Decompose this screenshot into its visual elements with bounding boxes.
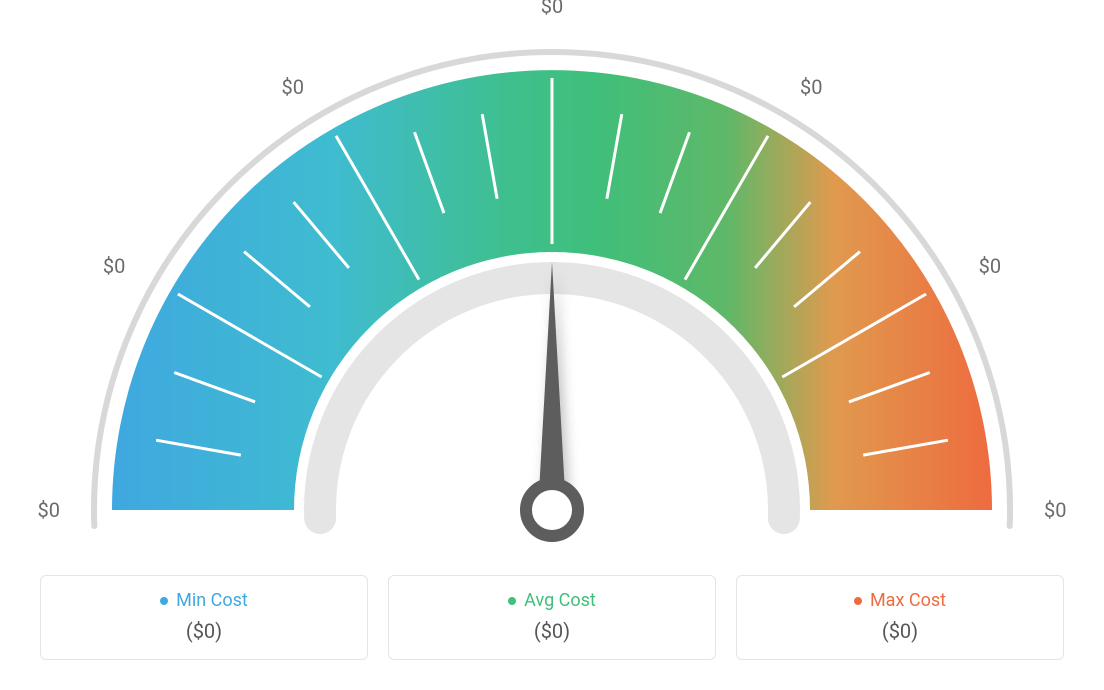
legend-dot-min (160, 597, 168, 605)
gauge-tick-label: $0 (282, 75, 304, 99)
legend-dot-max (854, 597, 862, 605)
gauge-tick-label: $0 (979, 254, 1001, 278)
legend-dot-avg (508, 597, 516, 605)
gauge-tick-label: $0 (1044, 498, 1066, 522)
legend-label: Max Cost (870, 590, 946, 611)
gauge-tick-label: $0 (38, 498, 60, 522)
legend-value-avg: ($0) (399, 619, 705, 643)
gauge-chart: $0 $0 $0 $0 $0 $0 $0 (0, 0, 1104, 560)
legend-label: Avg Cost (524, 590, 596, 611)
legend-value-min: ($0) (51, 619, 357, 643)
gauge-tick-label: $0 (103, 254, 125, 278)
gauge-tick-label: $0 (541, 0, 563, 18)
legend-title-min: Min Cost (160, 590, 248, 611)
legend-card-min: Min Cost ($0) (40, 575, 368, 661)
legend-card-avg: Avg Cost ($0) (388, 575, 716, 661)
gauge-svg (52, 10, 1052, 560)
legend-title-max: Max Cost (854, 590, 946, 611)
legend-value-max: ($0) (747, 619, 1053, 643)
legend-card-max: Max Cost ($0) (736, 575, 1064, 661)
legend-label: Min Cost (176, 590, 248, 611)
legend-row: Min Cost ($0) Avg Cost ($0) Max Cost ($0… (40, 575, 1064, 661)
gauge-tick-label: $0 (800, 75, 822, 99)
legend-title-avg: Avg Cost (508, 590, 596, 611)
